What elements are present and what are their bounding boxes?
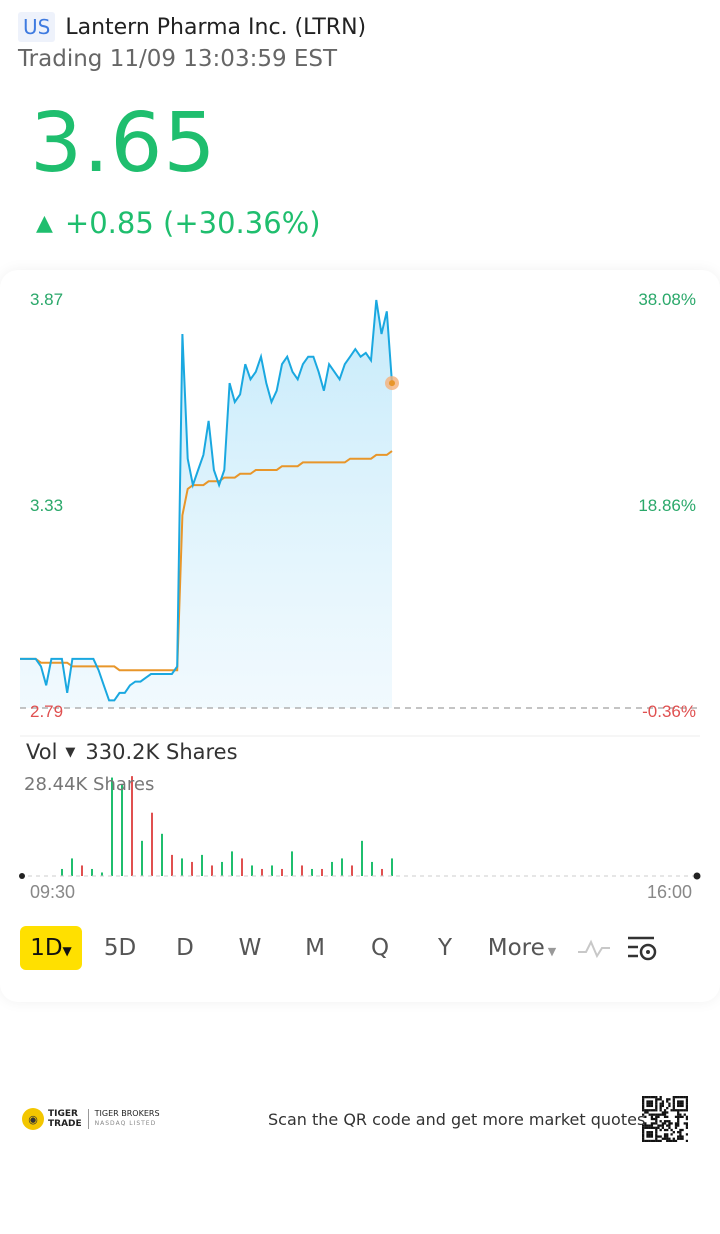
volume-selector[interactable]: Vol ▼ 330.2K Shares [26, 740, 238, 764]
volume-bar [281, 868, 283, 876]
volume-bar [361, 840, 363, 876]
volume-label: Vol [26, 740, 58, 764]
brokers-line2: NASDAQ LISTED [94, 1120, 157, 1127]
trading-status: Trading 11/09 13:03:59 EST [18, 46, 338, 72]
volume-bar [321, 868, 323, 876]
chevron-down-icon: ▼ [62, 944, 72, 958]
tab-1d[interactable]: 1D▼ [20, 926, 82, 970]
chart-settings-icon[interactable] [620, 926, 664, 970]
up-arrow-icon: ▲ [36, 210, 53, 236]
volume-bar [171, 854, 173, 876]
volume-bar [251, 865, 253, 876]
time-end-label: 16:00 [646, 882, 692, 902]
volume-total: 330.2K Shares [85, 740, 238, 764]
brokers-line1: TIGER BROKERS [94, 1109, 160, 1118]
volume-bar [391, 858, 393, 876]
scan-text: Scan the QR code and get more market quo… [268, 1110, 646, 1129]
tab-q[interactable]: Q [370, 935, 390, 961]
title-row: US Lantern Pharma Inc. (LTRN) [18, 12, 702, 42]
last-price-dot [389, 380, 395, 387]
more-chevron-icon: ▼ [547, 945, 557, 958]
volume-bar [241, 858, 243, 876]
volume-bar [151, 812, 153, 876]
price-change: ▲ +0.85 (+30.36%) [36, 206, 321, 240]
avg-price-line [20, 450, 393, 672]
volume-bar [311, 868, 313, 876]
time-start-label: 09:30 [30, 882, 76, 902]
volume-bar [291, 851, 293, 876]
volume-bar [271, 865, 273, 876]
last-price: 3.65 [30, 96, 217, 191]
chart-card[interactable]: 3.87 3.33 2.79 38.08% 18.86% -0.36% Vol … [0, 270, 720, 1002]
scrub-end-dot [693, 872, 701, 880]
footer-banner: ◉ TIGER TRADE TIGER BROKERS NASDAQ LISTE… [0, 1092, 720, 1146]
volume-bar [91, 868, 93, 876]
y-right-top-label: 38.08% [638, 290, 696, 309]
tiger-logo-icon: ◉ [22, 1108, 44, 1130]
volume-bar [191, 861, 193, 876]
y-right-bottom-label: -0.36% [642, 702, 696, 721]
tab-w[interactable]: W [238, 935, 262, 961]
stock-name: Lantern Pharma Inc. (LTRN) [65, 14, 367, 40]
volume-dropdown-icon[interactable]: ▼ [65, 744, 76, 760]
tab-more-label: More [487, 935, 545, 961]
brokers-text: TIGER BROKERS NASDAQ LISTED [95, 1109, 160, 1129]
price-line [20, 299, 393, 702]
logo-line1: TIGER [48, 1109, 78, 1119]
volume-bar [121, 784, 123, 876]
logo-text: TIGER TRADE [48, 1109, 82, 1129]
indicator-icon[interactable] [572, 926, 616, 970]
volume-bar [261, 868, 263, 876]
y-right-mid-label: 18.86% [638, 496, 696, 515]
y-left-top-label: 3.87 [30, 290, 64, 309]
volume-bar [331, 861, 333, 876]
y-left-bottom-label: 2.79 [30, 702, 64, 721]
price-area [20, 300, 392, 708]
tab-y[interactable]: Y [437, 935, 453, 961]
logo-line2: TRADE [48, 1119, 82, 1129]
change-value: +0.85 (+30.36%) [64, 206, 321, 240]
volume-bar [351, 865, 353, 876]
qr-code-icon [642, 1096, 688, 1142]
volume-bar [61, 868, 63, 876]
volume-bar [211, 865, 213, 876]
volume-bar [111, 777, 113, 876]
scrub-start-dot [19, 873, 25, 879]
volume-bar [341, 858, 343, 876]
tab-more[interactable]: More ▼ [472, 935, 572, 961]
period-tabs: 1D▼ 5D D W M Q Y More ▼ [20, 926, 710, 970]
intraday-chart[interactable] [0, 270, 720, 910]
tiger-logo: ◉ TIGER TRADE TIGER BROKERS NASDAQ LISTE… [22, 1108, 160, 1130]
volume-bar [371, 861, 373, 876]
volume-bar [131, 776, 133, 876]
tab-d[interactable]: D [176, 935, 194, 961]
logo-divider [87, 1109, 89, 1129]
tab-1d-label: 1D [30, 935, 63, 961]
market-badge: US [18, 12, 56, 42]
volume-bar [381, 868, 383, 876]
volume-bar [201, 854, 203, 876]
y-left-mid-label: 3.33 [30, 496, 64, 515]
volume-max-label: 28.44K Shares [24, 774, 155, 795]
tab-5d[interactable]: 5D [103, 935, 137, 961]
volume-bar [231, 851, 233, 876]
volume-bar [301, 865, 303, 876]
volume-bar [221, 861, 223, 876]
volume-bar [101, 872, 103, 876]
volume-bar [81, 865, 83, 876]
quote-header: US Lantern Pharma Inc. (LTRN) Trading 11… [18, 12, 702, 72]
volume-bar [181, 858, 183, 876]
tab-m[interactable]: M [305, 935, 325, 961]
volume-bar [161, 833, 163, 876]
volume-bar [141, 840, 143, 876]
volume-bar [71, 858, 73, 876]
